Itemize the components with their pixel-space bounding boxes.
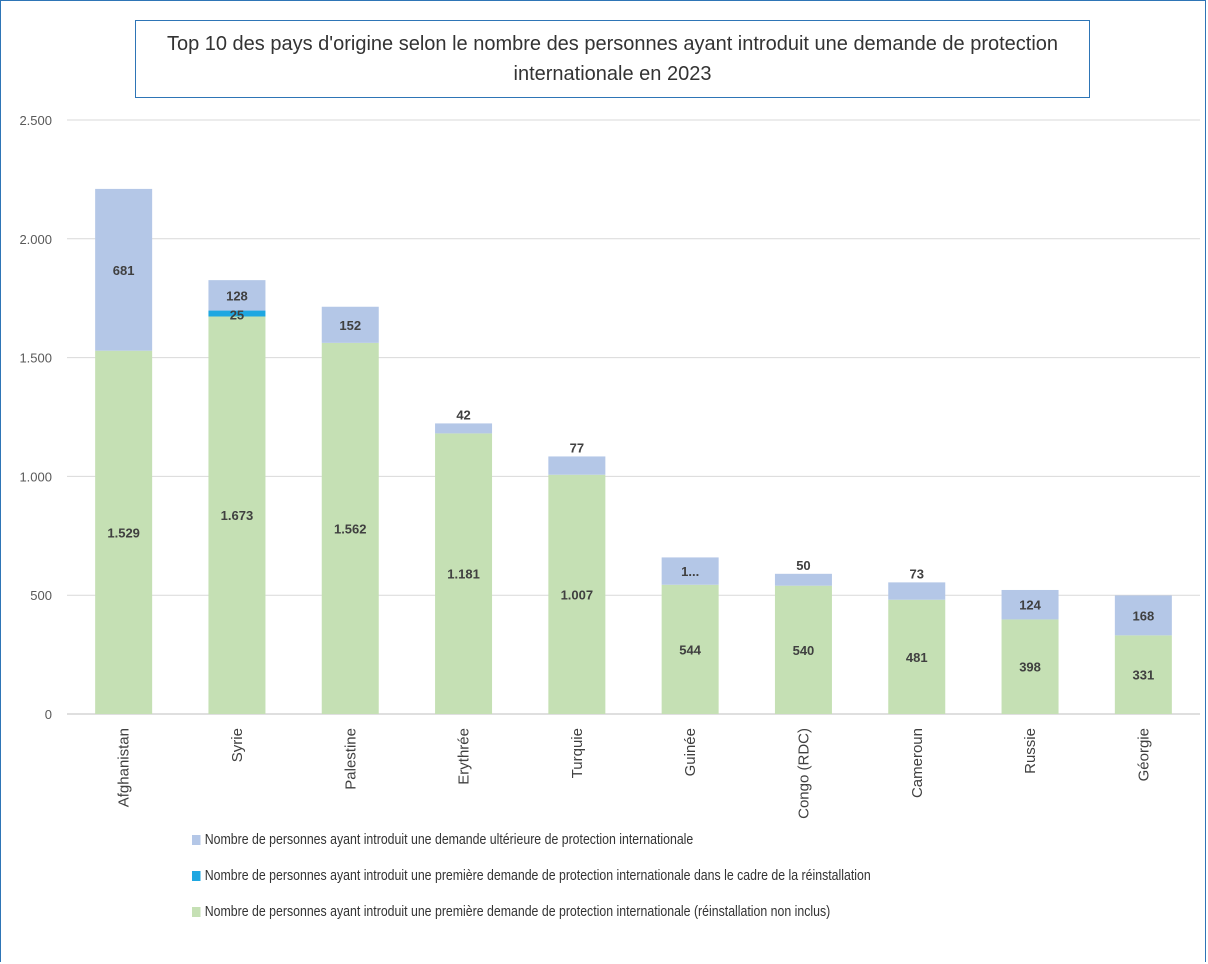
bar-segment [208, 316, 266, 714]
bar-segment [208, 280, 266, 311]
bar-segment [888, 582, 946, 600]
legend-swatch [192, 871, 201, 881]
data-label: 1.181 [447, 567, 480, 582]
chart-title-box: Top 10 des pays d'origine selon le nombr… [135, 20, 1090, 98]
data-label: 128 [226, 288, 248, 303]
legend-swatch [192, 907, 201, 917]
bar-segment [548, 474, 606, 714]
data-label: 681 [113, 263, 135, 278]
x-tick-label: Turquie [569, 728, 586, 778]
x-tick-label: Syrie [229, 728, 246, 762]
bar-segment [95, 188, 153, 351]
x-tick-label: Palestine [342, 728, 359, 790]
legend-item-ulterieure: Nombre de personnes ayant introduit une … [192, 832, 693, 848]
data-label: 25 [230, 308, 244, 323]
chart-title: Top 10 des pays d'origine selon le nombr… [166, 33, 1059, 85]
data-label: 1.529 [107, 525, 140, 540]
x-tick-label: Cameroun [909, 728, 926, 798]
data-label: 50 [796, 558, 810, 573]
x-tick-label: Guinée [682, 728, 699, 776]
bar-segment [321, 306, 379, 343]
data-label: 168 [1132, 608, 1154, 623]
data-label: 398 [1019, 660, 1041, 675]
bar-segment [1114, 635, 1172, 714]
data-label: 124 [1019, 598, 1041, 613]
bar-segment [435, 433, 493, 714]
bar-segment [774, 573, 832, 586]
x-tick-label: Congo (RDC) [795, 728, 812, 819]
legend-label: Nombre de personnes ayant introduit une … [204, 868, 871, 884]
bar-segment [321, 342, 379, 714]
legend-label: Nombre de personnes ayant introduit une … [204, 904, 831, 920]
legend-label: Nombre de personnes ayant introduit une … [204, 832, 694, 848]
bar-segment [1001, 619, 1059, 714]
data-label: 544 [679, 642, 701, 657]
bar-segment [661, 557, 719, 585]
bar-segment [208, 310, 266, 317]
bar-segment [661, 584, 719, 714]
data-label: 42 [456, 407, 470, 422]
y-tick-label: 0 [45, 707, 52, 722]
legend-swatch [192, 835, 201, 845]
legend-item-premiere: Nombre de personnes ayant introduit une … [192, 904, 830, 920]
x-tick-label: Géorgie [1135, 728, 1152, 781]
bar-segment [548, 456, 606, 475]
bar-segment [774, 585, 832, 714]
data-label: 1... [681, 564, 699, 579]
legend-item-reinstallation: Nombre de personnes ayant introduit une … [192, 868, 871, 884]
data-label: 152 [339, 318, 361, 333]
bar-segment [435, 423, 493, 434]
data-label: 481 [906, 650, 928, 665]
bar-segment [1001, 589, 1059, 620]
data-label: 1.562 [334, 521, 367, 536]
y-tick-label: 2.500 [19, 113, 52, 128]
y-tick-label: 2.000 [19, 232, 52, 247]
bar-segment [888, 599, 946, 714]
data-label: 77 [570, 440, 584, 455]
data-label: 1.673 [221, 508, 254, 523]
data-label: 1.007 [561, 587, 594, 602]
x-tick-label: Russie [1022, 728, 1039, 774]
data-label: 331 [1132, 668, 1154, 683]
x-tick-label: Afghanistan [116, 728, 133, 807]
y-tick-label: 500 [30, 588, 52, 603]
bar-segment [95, 350, 153, 714]
x-tick-label: Erythrée [456, 728, 473, 785]
data-label: 73 [910, 566, 924, 581]
y-tick-label: 1.000 [19, 469, 52, 484]
y-tick-label: 1.500 [19, 351, 52, 366]
data-label: 540 [793, 643, 815, 658]
bar-segment [1114, 595, 1172, 636]
